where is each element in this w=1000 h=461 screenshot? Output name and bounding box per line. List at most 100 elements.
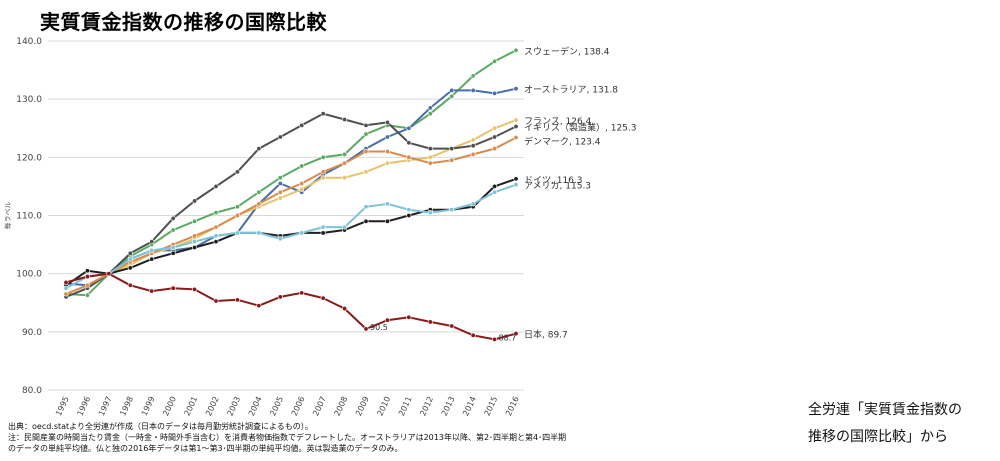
data-point: [470, 73, 476, 79]
data-point: [63, 279, 69, 285]
data-point: [320, 111, 326, 117]
data-point: [384, 160, 390, 166]
line-chart: 140.0 130.0 120.0 110.0 100.0 90.0 80.0 毎ラベル 199…: [3, 37, 637, 417]
data-label: 90.5: [370, 323, 388, 332]
data-point: [213, 224, 219, 230]
x-tick-label: 2013: [440, 395, 457, 417]
data-point: [213, 210, 219, 216]
data-point: [299, 163, 305, 169]
caption-line: 推移の国際比較」から: [808, 429, 948, 445]
data-point: [192, 244, 198, 250]
data-point: [192, 198, 198, 204]
series-end-label: イギリス（製造業）, 125.3: [524, 122, 637, 134]
note-line: 注：民間産業の時間当たり賃金（一時金・時間外手当含む）を消費者物価指数でデフレー…: [8, 433, 567, 442]
data-label: 88.7: [499, 333, 517, 342]
x-tick-label: 2002: [204, 395, 221, 417]
data-point: [492, 125, 498, 131]
data-point: [427, 146, 433, 152]
y-tick-label: 100.0: [16, 270, 42, 280]
series-end-label: スウェーデン, 138.4: [524, 45, 610, 57]
series-end-label: アメリカ, 115.3: [524, 181, 591, 192]
data-point: [277, 195, 283, 201]
data-point: [342, 306, 348, 312]
data-point: [234, 297, 240, 303]
data-point: [470, 201, 476, 207]
data-point: [470, 332, 476, 338]
series-line: [65, 272, 517, 341]
data-point: [277, 181, 283, 187]
data-point: [449, 146, 455, 152]
data-point: [192, 286, 198, 292]
series-end-label: オーストラリア, 131.8: [524, 85, 618, 96]
data-point: [299, 122, 305, 128]
data-point: [192, 239, 198, 245]
data-point: [449, 87, 455, 93]
data-point: [470, 87, 476, 93]
data-point: [63, 291, 69, 297]
x-tick-label: 2010: [375, 395, 392, 417]
data-point: [406, 314, 412, 320]
data-point: [320, 295, 326, 301]
data-point: [427, 105, 433, 111]
data-point: [513, 124, 519, 130]
data-point: [149, 256, 155, 262]
data-point: [84, 292, 90, 298]
x-tick-label: 2004: [247, 395, 264, 417]
data-point: [384, 134, 390, 140]
data-point: [106, 271, 112, 277]
x-tick-label: 2014: [461, 395, 478, 417]
data-point: [299, 181, 305, 187]
data-point: [127, 282, 133, 288]
y-tick-label: 80.0: [22, 386, 42, 396]
x-tick-label: 1995: [54, 395, 71, 417]
data-point: [256, 201, 262, 207]
data-point: [234, 230, 240, 236]
data-point: [492, 134, 498, 140]
x-tick-label: 1998: [118, 395, 135, 417]
data-point: [427, 154, 433, 160]
data-point: [384, 149, 390, 155]
data-point: [342, 175, 348, 181]
data-point: [363, 149, 369, 155]
data-point: [170, 227, 176, 233]
x-tick-label: 1997: [97, 395, 114, 417]
data-point: [363, 204, 369, 210]
data-point: [470, 137, 476, 143]
data-point: [63, 285, 69, 291]
series-line: [65, 112, 517, 298]
x-tick-label: 2009: [354, 395, 371, 417]
data-point: [492, 189, 498, 195]
data-point: [127, 256, 133, 262]
data-point: [449, 93, 455, 99]
series-line: [65, 183, 517, 290]
source-notes: 出典：oecd.statより全労連が作成（日本のデータは毎月勤労統計調査によるも…: [8, 421, 648, 454]
x-tick-label: 2001: [183, 395, 200, 417]
data-point: [363, 218, 369, 224]
data-point: [299, 290, 305, 296]
data-point: [149, 239, 155, 245]
data-point: [513, 135, 519, 141]
data-point: [384, 317, 390, 323]
data-point: [363, 131, 369, 137]
y-tick-label: 130.0: [16, 95, 42, 105]
x-tick-label: 2016: [504, 395, 521, 417]
data-point: [513, 182, 519, 188]
data-point: [513, 47, 519, 53]
x-tick-label: 2005: [268, 395, 285, 417]
data-point: [234, 213, 240, 219]
data-point: [320, 224, 326, 230]
data-point: [170, 244, 176, 250]
data-point: [406, 125, 412, 131]
series-line: [65, 119, 517, 295]
data-point: [170, 250, 176, 256]
data-point: [449, 157, 455, 163]
x-tick-label: 1996: [75, 395, 92, 417]
data-point: [256, 303, 262, 309]
x-tick-label: 1999: [140, 395, 157, 417]
note-line: のデータの単純平均値。仏と独の2016年データは第1～第3･四半期の単純平均値。…: [8, 444, 403, 453]
data-point: [213, 233, 219, 239]
data-point: [384, 119, 390, 125]
data-point: [320, 175, 326, 181]
data-point: [363, 169, 369, 175]
data-point: [342, 117, 348, 123]
